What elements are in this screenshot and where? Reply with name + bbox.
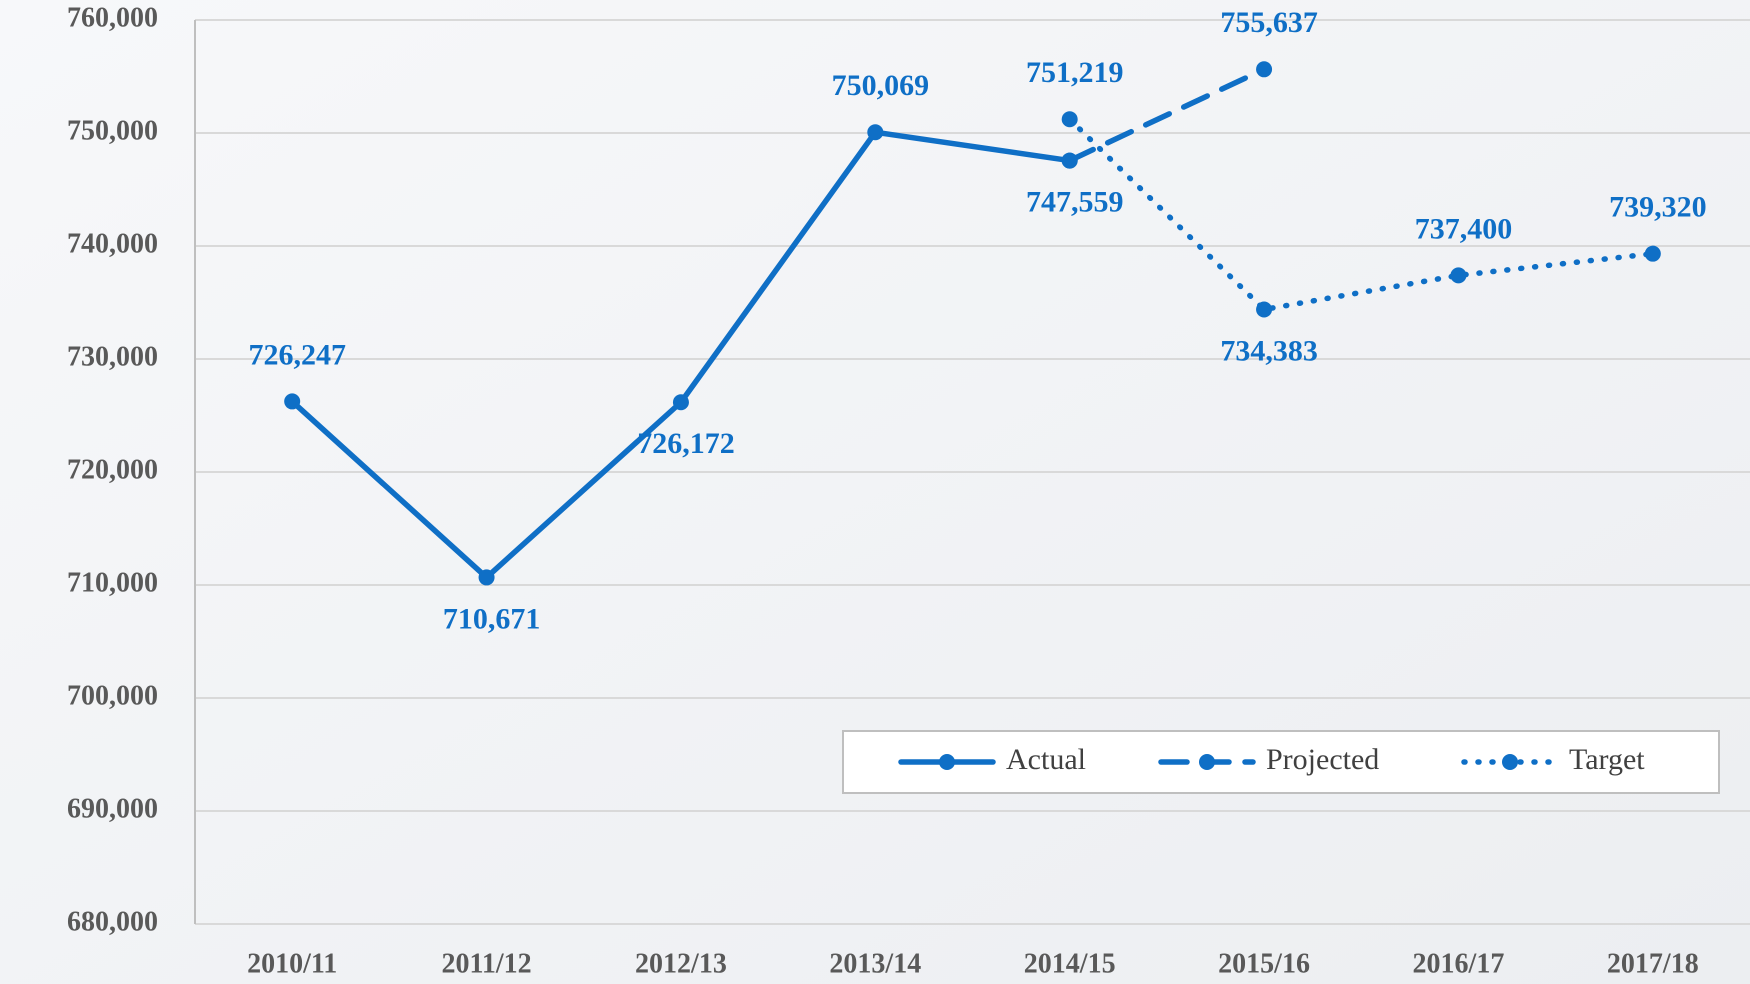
value-label: 737,400: [1415, 212, 1513, 245]
value-label: 750,069: [832, 69, 930, 102]
point: [284, 393, 300, 409]
x-tick-label: 2017/18: [1607, 948, 1699, 979]
y-tick-label: 740,000: [67, 228, 158, 259]
x-tick-label: 2016/17: [1413, 948, 1505, 979]
point: [479, 569, 495, 585]
value-label: 726,172: [637, 427, 735, 460]
legend-label: Target: [1569, 743, 1645, 776]
legend-label: Actual: [1006, 743, 1086, 776]
y-tick-label: 710,000: [67, 567, 158, 598]
point: [1062, 153, 1078, 169]
y-tick-label: 700,000: [67, 680, 158, 711]
point: [867, 124, 883, 140]
x-tick-label: 2011/12: [441, 948, 531, 979]
y-tick-label: 760,000: [67, 2, 158, 33]
point: [673, 394, 689, 410]
value-label: 734,383: [1220, 334, 1318, 367]
value-label: 739,320: [1609, 191, 1707, 224]
x-tick-label: 2013/14: [829, 948, 921, 979]
legend-label: Projected: [1266, 743, 1379, 776]
y-tick-label: 690,000: [67, 793, 158, 824]
y-tick-label: 750,000: [67, 115, 158, 146]
value-label: 751,219: [1026, 56, 1124, 89]
x-tick-label: 2015/16: [1218, 948, 1310, 979]
y-tick-label: 730,000: [67, 341, 158, 372]
point: [1062, 111, 1078, 127]
y-tick-label: 720,000: [67, 454, 158, 485]
value-label: 755,637: [1220, 6, 1318, 39]
legend-marker: [1502, 754, 1518, 770]
point: [1645, 246, 1661, 262]
chart: 680,000 690,000 700,000 710,000 720,000 730,0…: [0, 0, 1750, 984]
value-label: 710,671: [443, 602, 541, 635]
point: [1450, 267, 1466, 283]
value-label: 726,247: [248, 338, 346, 371]
x-tick-label: 2014/15: [1024, 948, 1116, 979]
background: [0, 0, 1750, 984]
legend-marker: [939, 754, 955, 770]
point: [1256, 61, 1272, 77]
legend-marker: [1199, 754, 1215, 770]
value-label: 747,559: [1026, 185, 1124, 218]
point: [1256, 301, 1272, 317]
x-tick-label: 2010/11: [247, 948, 337, 979]
y-tick-label: 680,000: [67, 906, 158, 937]
x-tick-label: 2012/13: [635, 948, 727, 979]
